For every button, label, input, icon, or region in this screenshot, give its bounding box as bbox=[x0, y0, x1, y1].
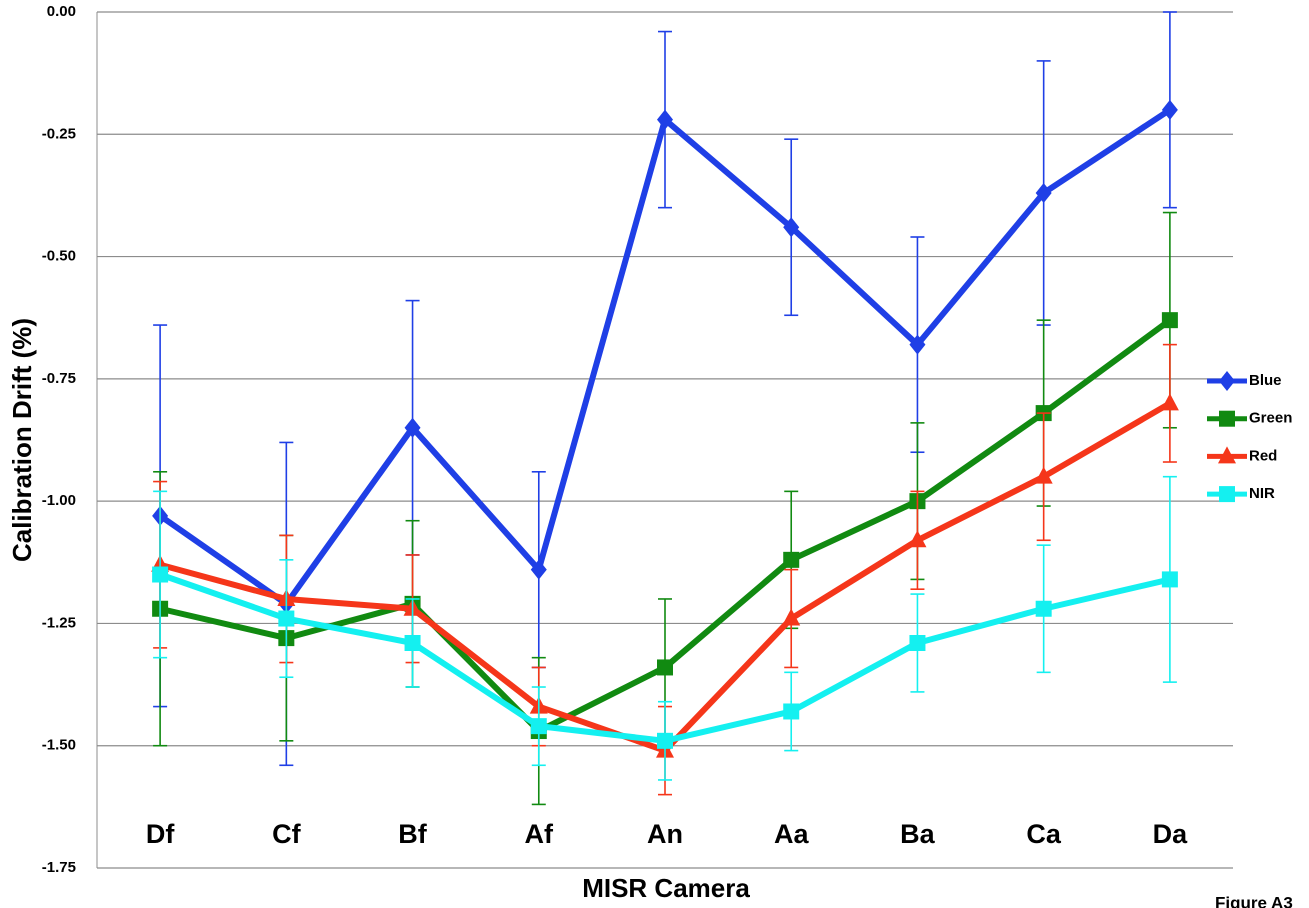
x-tick-label: Cf bbox=[272, 819, 301, 849]
marker bbox=[530, 559, 547, 580]
marker bbox=[908, 530, 927, 548]
y-tick-label: -1.00 bbox=[42, 492, 76, 509]
marker bbox=[1035, 600, 1052, 617]
legend-label: Blue bbox=[1249, 372, 1282, 389]
x-tick-label: Df bbox=[146, 819, 175, 849]
marker bbox=[404, 417, 421, 438]
legend-item: Red bbox=[1207, 446, 1277, 464]
marker bbox=[909, 334, 926, 355]
marker bbox=[909, 634, 926, 651]
x-tick-label: Ca bbox=[1026, 819, 1061, 849]
y-tick-label: -1.75 bbox=[42, 859, 76, 876]
x-tick-label: An bbox=[647, 819, 683, 849]
legend-item: Green bbox=[1207, 410, 1292, 427]
marker bbox=[1218, 446, 1236, 464]
marker bbox=[657, 659, 673, 676]
y-axis-title: Calibration Drift (%) bbox=[7, 318, 37, 562]
series bbox=[152, 475, 1178, 781]
legend-label: NIR bbox=[1249, 485, 1275, 502]
marker bbox=[657, 732, 673, 749]
marker bbox=[1219, 410, 1235, 427]
marker bbox=[783, 703, 800, 720]
legend-item: NIR bbox=[1207, 485, 1275, 503]
marker bbox=[1035, 182, 1052, 203]
y-tick-label: 0.00 bbox=[47, 3, 76, 20]
x-tick-label: Bf bbox=[398, 819, 427, 849]
x-tick-label: Af bbox=[525, 819, 554, 849]
marker bbox=[1219, 371, 1235, 391]
marker bbox=[783, 551, 800, 568]
y-tick-label: -0.50 bbox=[42, 248, 76, 265]
figure-label: Figure A3 bbox=[1215, 893, 1293, 908]
y-tick-label: -0.25 bbox=[42, 125, 76, 142]
legend-label: Green bbox=[1249, 410, 1292, 427]
marker bbox=[404, 634, 421, 651]
marker bbox=[1219, 486, 1235, 503]
marker bbox=[782, 608, 801, 626]
marker bbox=[152, 566, 169, 583]
x-axis-title: MISR Camera bbox=[582, 873, 750, 903]
x-tick-label: Da bbox=[1153, 819, 1188, 849]
legend-item: Blue bbox=[1207, 371, 1282, 391]
marker bbox=[1161, 312, 1178, 329]
y-tick-label: -0.75 bbox=[42, 370, 76, 387]
marker bbox=[1161, 99, 1178, 120]
marker bbox=[783, 217, 800, 238]
y-tick-label: -1.25 bbox=[42, 614, 76, 631]
marker bbox=[1161, 571, 1178, 588]
marker bbox=[278, 610, 295, 627]
marker bbox=[530, 718, 547, 735]
x-tick-label: Aa bbox=[774, 819, 809, 849]
x-tick-label: Ba bbox=[900, 819, 935, 849]
y-tick-label: -1.50 bbox=[42, 737, 76, 754]
marker bbox=[1160, 393, 1179, 411]
legend-label: Red bbox=[1249, 447, 1277, 464]
marker bbox=[657, 109, 673, 130]
marker bbox=[1034, 466, 1053, 484]
